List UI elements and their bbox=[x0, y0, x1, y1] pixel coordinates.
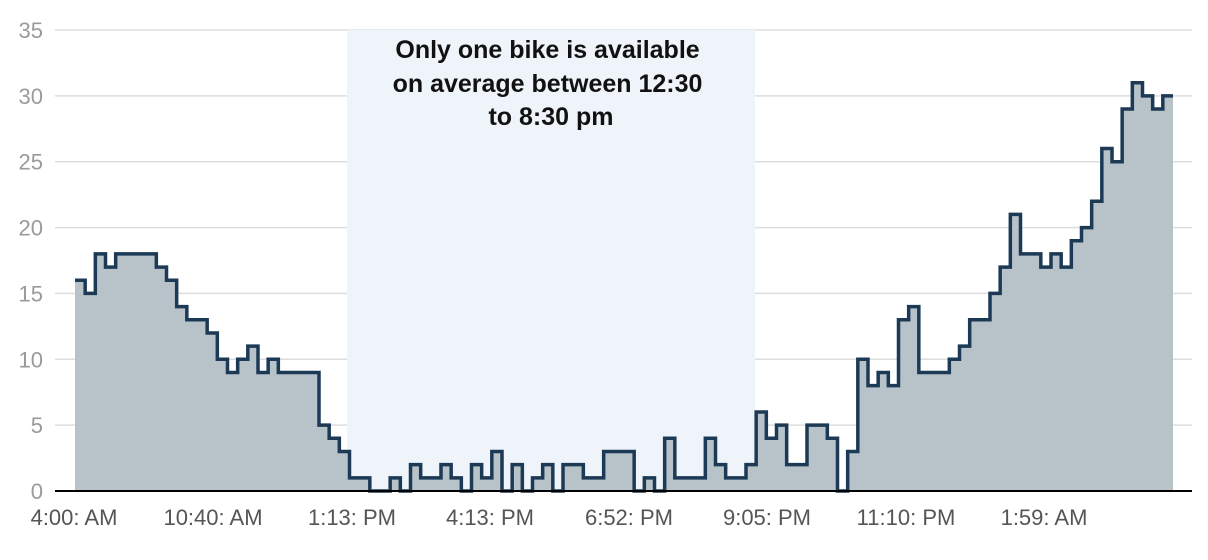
annotation-line-1: Only one bike is available bbox=[395, 36, 699, 64]
x-tick-label: 1:59: AM bbox=[1001, 505, 1088, 530]
x-tick-label: 1:13: PM bbox=[308, 505, 396, 530]
highlight-band bbox=[347, 30, 755, 491]
annotation-text: Only one bike is available on average be… bbox=[393, 36, 710, 131]
x-tick-label: 10:40: AM bbox=[163, 505, 262, 530]
x-axis-ticks: 4:00: AM 10:40: AM 1:13: PM 4:13: PM 6:52: P… bbox=[31, 505, 1088, 530]
x-tick-label: 4:00: AM bbox=[31, 505, 118, 530]
x-tick-label: 4:13: PM bbox=[446, 505, 534, 530]
y-axis-ticks: 0 5 10 15 20 25 30 35 bbox=[19, 18, 43, 504]
y-tick-label: 30 bbox=[19, 84, 43, 109]
x-tick-label: 9:05: PM bbox=[723, 505, 811, 530]
y-tick-label: 25 bbox=[19, 150, 43, 175]
annotation-line-2: on average between 12:30 bbox=[393, 70, 703, 98]
y-tick-label: 10 bbox=[19, 347, 43, 372]
x-tick-label: 11:10: PM bbox=[857, 505, 956, 530]
y-tick-label: 20 bbox=[19, 216, 43, 241]
y-tick-label: 0 bbox=[31, 479, 43, 504]
y-tick-label: 15 bbox=[19, 281, 43, 306]
y-tick-label: 5 bbox=[31, 413, 43, 438]
y-tick-label: 35 bbox=[19, 18, 43, 43]
x-tick-label: 6:52: PM bbox=[585, 505, 673, 530]
annotation-line-3: to 8:30 pm bbox=[488, 103, 613, 131]
area-fill bbox=[75, 82, 1173, 491]
